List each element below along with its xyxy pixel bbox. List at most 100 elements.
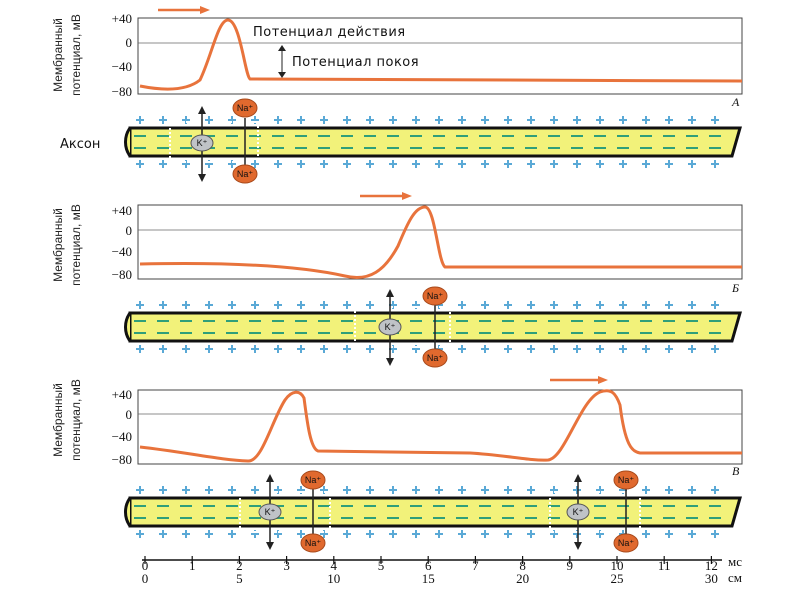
sodium-ion-bottom — [300, 533, 326, 553]
sodium-ion-top — [232, 98, 258, 118]
time-unit: мс — [728, 554, 742, 569]
y-tick: 0 — [126, 35, 133, 50]
y-axis-label-line2: потенциал, мВ — [69, 204, 83, 286]
sodium-ion-bottom — [232, 164, 258, 184]
membrane-potential-trace — [139, 205, 742, 279]
panel-letter: Б — [731, 281, 739, 295]
arrowhead-down — [574, 542, 582, 550]
y-tick: −40 — [112, 244, 132, 259]
axon-cylinder — [128, 496, 742, 528]
na-ion-label: Na⁺ — [237, 169, 254, 179]
propagation-arrowhead — [200, 6, 210, 14]
distance-unit: см — [728, 570, 742, 585]
time-ticks: 0 1 2 3 4 5 6 7 8 9 10 11 12 — [142, 556, 718, 573]
time-tick-label: 2 — [236, 558, 243, 573]
panel-a: Мембранный потенциал, мВ +40 0 −40 −80 П… — [51, 6, 743, 184]
distance-tick-label: 0 — [142, 571, 149, 586]
membrane-potential-trace — [139, 18, 743, 91]
axon-end-cap — [124, 497, 132, 527]
time-tick-label: 0 — [142, 558, 149, 573]
sodium-ion-top — [613, 470, 639, 490]
time-tick-label: 8 — [519, 558, 526, 573]
potassium-ion — [378, 318, 402, 336]
time-tick-label: 6 — [425, 558, 432, 573]
sodium-ion-bottom — [613, 533, 639, 553]
time-tick-label: 9 — [567, 558, 574, 573]
axon-label: Аксон — [60, 137, 100, 152]
k-ion-label: K⁺ — [385, 322, 396, 332]
scale-bar: 0 1 2 3 4 5 6 7 8 9 10 11 12 0 5 10 15 20 25 30 мс см — [142, 554, 742, 586]
arrowhead-down — [266, 542, 274, 550]
distance-tick-label: 5 — [236, 571, 243, 586]
y-axis-label-line1: Мембранный — [51, 18, 65, 92]
sodium-ion-top — [300, 470, 326, 490]
panel-c: Мембранный потенциал, мВ +40 0 −40 −80 В… — [51, 376, 743, 553]
time-tick-label: 4 — [331, 558, 338, 573]
potassium-ion — [566, 503, 590, 521]
na-ion-label: Na⁺ — [427, 353, 444, 363]
panel-letter: В — [732, 464, 740, 478]
y-tick: −40 — [112, 59, 132, 74]
arrowhead-up — [198, 106, 206, 114]
y-axis-label-line2: потенциал, мВ — [69, 14, 83, 96]
time-tick-label: 12 — [705, 558, 718, 573]
y-tick: +40 — [112, 203, 132, 218]
axon-end-cap — [124, 312, 132, 342]
na-ion-label: Na⁺ — [618, 475, 635, 485]
arrowhead-down — [278, 72, 286, 78]
time-tick-label: 5 — [378, 558, 385, 573]
distance-tick-label: 20 — [516, 571, 529, 586]
y-tick: 0 — [126, 407, 133, 422]
time-tick-label: 7 — [472, 558, 479, 573]
sodium-ion-top — [422, 286, 448, 306]
membrane-charges — [134, 486, 721, 538]
y-axis-label-line2: потенциал, мВ — [69, 379, 83, 461]
membrane-potential-trace — [139, 389, 742, 463]
panel-letter: А — [731, 95, 740, 109]
arrowhead-down — [386, 358, 394, 366]
resting-potential-label: Потенциал покоя — [292, 55, 419, 70]
y-tick: +40 — [112, 11, 132, 26]
propagation-arrowhead — [402, 192, 412, 200]
arrowhead-up — [266, 474, 274, 482]
axon-end-cap — [124, 127, 132, 157]
sodium-ion-bottom — [422, 348, 448, 368]
na-ion-label: Na⁺ — [237, 103, 254, 113]
arrowhead-down — [198, 174, 206, 182]
membrane-charges — [134, 116, 721, 168]
plot-frame — [137, 17, 743, 95]
na-ion-label: Na⁺ — [427, 291, 444, 301]
y-axis-label-line1: Мембранный — [51, 208, 65, 282]
k-ion-label: K⁺ — [265, 507, 276, 517]
time-tick-label: 11 — [658, 558, 671, 573]
depolarized-zone — [549, 491, 641, 533]
y-tick: 0 — [126, 223, 133, 238]
y-axis-label-line1: Мембранный — [51, 383, 65, 457]
y-tick: −80 — [112, 267, 132, 282]
distance-tick-label: 25 — [611, 571, 624, 586]
time-tick-label: 1 — [189, 558, 196, 573]
arrowhead-up — [574, 474, 582, 482]
y-tick: −80 — [112, 84, 132, 99]
axon-cylinder — [128, 126, 742, 158]
plot-frame — [137, 389, 743, 465]
na-ion-label: Na⁺ — [618, 538, 635, 548]
k-ion-label: K⁺ — [573, 507, 584, 517]
depolarized-zone — [239, 491, 331, 533]
potassium-ion — [258, 503, 282, 521]
y-tick: −80 — [112, 452, 132, 467]
na-ion-label: Na⁺ — [305, 538, 322, 548]
depolarized-zone — [354, 306, 451, 348]
panel-b: Мембранный потенциал, мВ +40 0 −40 −80 Б… — [51, 192, 743, 368]
na-ion-label: Na⁺ — [305, 475, 322, 485]
action-potential-label: Потенциал действия — [253, 25, 406, 40]
plot-frame — [137, 204, 743, 280]
distance-tick-label: 10 — [327, 571, 340, 586]
distance-ticks: 0 5 10 15 20 25 30 — [142, 571, 718, 586]
arrowhead-up — [278, 45, 286, 51]
time-tick-label: 3 — [283, 558, 290, 573]
y-tick: +40 — [112, 387, 132, 402]
arrowhead-up — [386, 289, 394, 297]
